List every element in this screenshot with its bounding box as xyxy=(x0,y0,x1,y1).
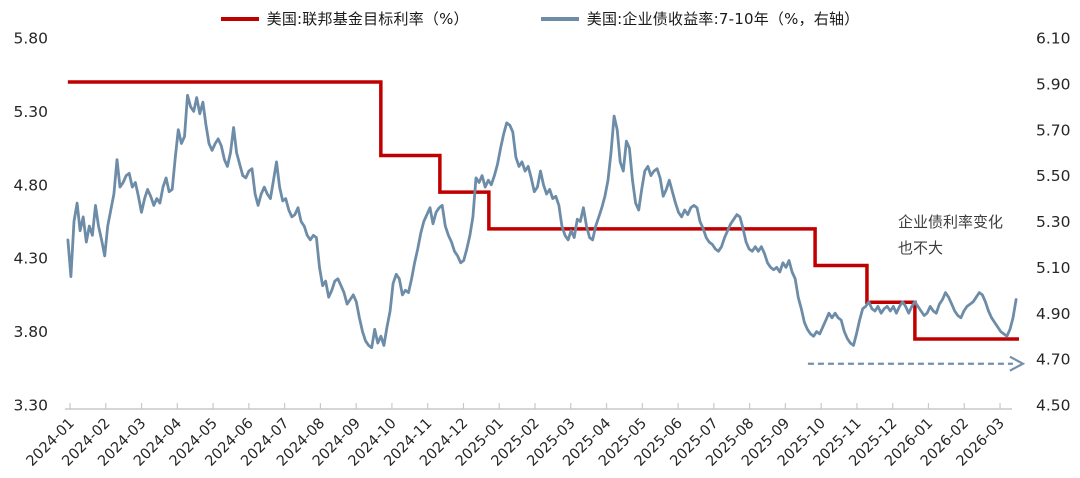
annotation-note: 企业债利率变化 也不大 xyxy=(898,210,1028,261)
svg-text:5.50: 5.50 xyxy=(1036,167,1071,185)
svg-text:5.80: 5.80 xyxy=(13,30,48,48)
svg-text:4.30: 4.30 xyxy=(13,250,48,268)
svg-text:6.10: 6.10 xyxy=(1036,30,1071,48)
annotation-line-2: 也不大 xyxy=(898,238,944,257)
annotation-line-1: 企业债利率变化 xyxy=(898,213,1004,231)
svg-text:5.30: 5.30 xyxy=(1036,213,1071,231)
svg-text:4.50: 4.50 xyxy=(1036,397,1071,415)
svg-text:4.90: 4.90 xyxy=(1036,305,1071,323)
svg-text:3.80: 3.80 xyxy=(13,323,48,341)
svg-text:4.70: 4.70 xyxy=(1036,351,1071,369)
svg-text:3.30: 3.30 xyxy=(13,397,48,415)
svg-text:5.90: 5.90 xyxy=(1036,75,1071,93)
svg-text:5.30: 5.30 xyxy=(13,103,48,121)
svg-text:5.10: 5.10 xyxy=(1036,259,1071,277)
svg-text:5.70: 5.70 xyxy=(1036,121,1071,139)
svg-text:4.80: 4.80 xyxy=(13,176,48,194)
